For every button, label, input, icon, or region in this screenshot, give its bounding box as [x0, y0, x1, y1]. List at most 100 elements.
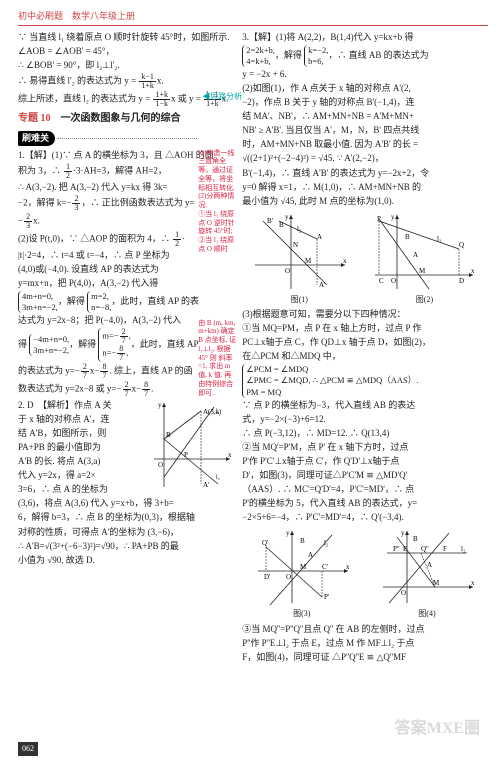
svg-text:l₂: l₂: [461, 545, 466, 553]
svg-text:y: y: [286, 529, 290, 537]
svg-text:x: x: [471, 267, 475, 275]
solution-text: −2)，作点 B 关于 y 轴的对称点 B'(−1,4)，连: [242, 96, 486, 109]
svg-text:P'': P'': [393, 545, 399, 553]
svg-text:N: N: [293, 241, 298, 249]
svg-text:C: C: [379, 277, 384, 285]
svg-text:O: O: [285, 267, 290, 275]
svg-text:Q'': Q'': [421, 545, 429, 553]
svg-text:y: y: [391, 213, 395, 221]
solution-text: NB' ≥ A'B'. 当且仅当 A'，M，N，B' 四点共线: [242, 124, 486, 137]
solution-text: √((2+1)²+(−2−4)²) = √45. ∵ A'(2,−2)，: [242, 152, 486, 165]
solution-text: y=0 解得 x=1，∴ M(1,0)，∴ AM+MN+NB 的: [242, 181, 486, 194]
solution-text: P''作 P''E⊥l₂ 于点 E，过点 M 作 MF⊥l₂ 于点: [242, 637, 486, 650]
svg-text:A': A': [203, 481, 209, 489]
solution-text: 对称的性质，可得点 A'的坐标为 (3,−6)，: [18, 526, 234, 539]
svg-text:Q': Q': [262, 539, 268, 547]
svg-text:C': C': [322, 563, 328, 571]
svg-text:A: A: [317, 233, 322, 241]
text: ∵ 当直线 l₁ 绕着原点 O 顺时针旋转 45°时，如图所示.: [18, 31, 234, 44]
solution-text: 小值为 √90, 故选 D.: [18, 554, 234, 567]
svg-text:x: x: [228, 451, 232, 459]
svg-text:B: B: [405, 233, 410, 241]
solution-text: (4,0)或(−4,0). 设直线 AP 的表达式为: [18, 263, 234, 276]
svg-text:P: P: [377, 215, 381, 223]
text: ∴ ∠BOB' = 90°，即 l₂⊥l'₂.: [18, 59, 234, 72]
figure-label: 图(4): [377, 608, 477, 620]
figure-2: x y O P B l₂ A M Q C D 图(2): [369, 211, 479, 306]
side-annotation: 由 B (m, km, m+km) 确定 B 点坐标, 证 l₁⊥l₂, 根据 …: [198, 319, 236, 398]
figure-4: x y O B P'' E Q'' F l₂ A M 图(4): [377, 527, 477, 620]
solution-text: ∴ A'B=√(3²+(−6−3)²)=√90，∴ PA+PB 的最: [18, 540, 234, 553]
svg-text:x: x: [343, 257, 347, 265]
solution-text: 时，AM+MN+NB 取最小值. 因为 A'B' 的长 =: [242, 138, 486, 151]
figure-3: x y O Q' B l₂ A M D' C' P' 图(3): [252, 527, 352, 620]
svg-text:E: E: [403, 545, 407, 553]
svg-text:y: y: [401, 529, 405, 537]
solution-text: y = −2x + 6.: [242, 68, 486, 81]
solution-text: D'，如图(3)，同理可证△P'C'M ≌ △MD'Q': [242, 469, 486, 482]
svg-text:A: A: [308, 551, 313, 559]
solution-text: 6，解得 b=3，∴ 点 B 的坐标为(0,3)，根据轴: [18, 511, 234, 524]
svg-text:O: O: [158, 461, 163, 469]
solution-text: 在△PCM 和△MDQ 中，: [242, 350, 486, 363]
side-annotation: (1)构造一线三直角全等，通过证全等，将坐标相互转化. (2)分两种情况: ①当…: [198, 149, 236, 254]
svg-text:A: A: [413, 251, 418, 259]
section-badge: 刷难关: [18, 131, 55, 146]
section-badge-row: 刷难关: [18, 129, 234, 148]
page-header: 初中必刷题 数学八年级上册: [18, 10, 488, 26]
svg-text:M: M: [419, 267, 426, 275]
solution-text: −2×5+6=−4，∴ P'C'=MD'=4，∴ Q'(−3,4).: [242, 511, 486, 524]
svg-text:O: O: [391, 277, 396, 285]
svg-text:F: F: [443, 545, 447, 553]
solution-text: ∴ 点 P(−3,12)，∴ MD=12. ∴ Q(13,4): [242, 427, 486, 440]
solution-text: (3,6)，将点 A(3,6) 代入 y=x+b，得 3+b=: [18, 497, 234, 510]
svg-text:O: O: [286, 573, 291, 581]
solution-text: 最小值为 √45, 此时 M 点的坐标为(1,0).: [242, 195, 486, 208]
solution-text: F，如图(4)，同理可证 △P''Q''E ≌ △Q''MF: [242, 651, 486, 664]
watermark: 答案MXE圈: [395, 717, 480, 740]
svg-text:M: M: [300, 563, 307, 571]
svg-text:l₂: l₂: [324, 539, 329, 547]
figure-label: 图(3): [252, 608, 352, 620]
figure-1: x y O B' B l₂ N A M A' 图(1): [249, 211, 349, 306]
figure-label: 图(2): [369, 294, 479, 306]
svg-text:M: M: [305, 257, 312, 265]
solution-text: PC⊥x轴于点 C，作 QD⊥x 轴于点 D，如图(2)，: [242, 336, 486, 349]
text: ∴ 易得直线 l'₂ 的表达式为 y = k−11+kx.: [18, 73, 234, 90]
text: ∠AOB = ∠AOB' = 45°，: [18, 45, 234, 58]
left-column: ∵ 当直线 l₁ 绕着原点 O 顺时针旋转 45°时，如图所示. ∠AOB = …: [18, 30, 234, 665]
figure-q2: x y O B A(3,a) A' P l₁ l₂: [146, 399, 234, 495]
svg-text:x: x: [346, 563, 350, 571]
svg-text:B: B: [300, 537, 305, 545]
solution-text: P'作 P'C'⊥x轴于点 C'，作 Q'D'⊥x轴于点: [242, 455, 486, 468]
equation-system: ∠PCM = ∠MDQ∠PMC = ∠MQD, ∴ △PCM ≌ △MDQ（AA…: [242, 364, 486, 397]
text: 综上所述，直线 l₂ 的表达式为 y = 1+k1−kx 或 y = k−11+…: [18, 91, 234, 108]
solution-text: (2)如图(1)，作 A 点关于 x 轴的对称点 A'(2,: [242, 82, 486, 95]
solution-text: 式，y=−2×(−3)+6=12.: [242, 413, 486, 426]
svg-text:M: M: [433, 579, 440, 587]
svg-text:l₂: l₂: [216, 475, 220, 481]
svg-text:O: O: [401, 589, 406, 597]
svg-text:y: y: [158, 401, 162, 409]
svg-text:Q: Q: [459, 241, 464, 249]
solution-text: ①当 MQ=PM，点 P 在 x 轴上方时，过点 P 作: [242, 322, 486, 335]
svg-text:D: D: [459, 277, 464, 285]
solution-text: ③当 MQ''=P''Q''且点 Q'' 在 AB 的左侧时，过点: [242, 623, 486, 636]
svg-text:l₂: l₂: [437, 235, 442, 243]
solution-text: B'(−1,4)，∴ 直线 A'B' 的表达式为 y=−2x+2，令: [242, 167, 486, 180]
solution-text: ∵ 点 P 的横坐标为−3，代入直线 AB 的表达: [242, 399, 486, 412]
solution-text: 3.【解】(1)将 A(2,2)，B(1,4)代入 y=kx+b 得: [242, 31, 486, 44]
solution-text: ②当 MQ'=P'M，点 P' 在 x 轴下方时，过点: [242, 441, 486, 454]
figure-row-2: x y O Q' B l₂ A M D' C' P' 图(3): [242, 527, 486, 620]
svg-text:B': B': [267, 217, 273, 225]
svg-text:l₁: l₁: [216, 409, 220, 415]
svg-text:B: B: [413, 535, 418, 543]
svg-text:x: x: [471, 579, 475, 587]
svg-text:B: B: [279, 221, 284, 229]
topic-number: 专题 10: [18, 113, 51, 124]
two-column-layout: ∵ 当直线 l₁ 绕着原点 O 顺时针旋转 45°时，如图所示. ∠AOB = …: [18, 30, 488, 665]
solution-text: P'的横坐标为 5，代入直线 AB 的表达式，y=: [242, 497, 486, 510]
annotation-marker: ◀思路分析: [202, 91, 242, 103]
svg-text:P: P: [184, 451, 188, 459]
right-column: 3.【解】(1)将 A(2,2)，B(1,4)代入 y=kx+b 得 2=2k+…: [242, 30, 486, 665]
